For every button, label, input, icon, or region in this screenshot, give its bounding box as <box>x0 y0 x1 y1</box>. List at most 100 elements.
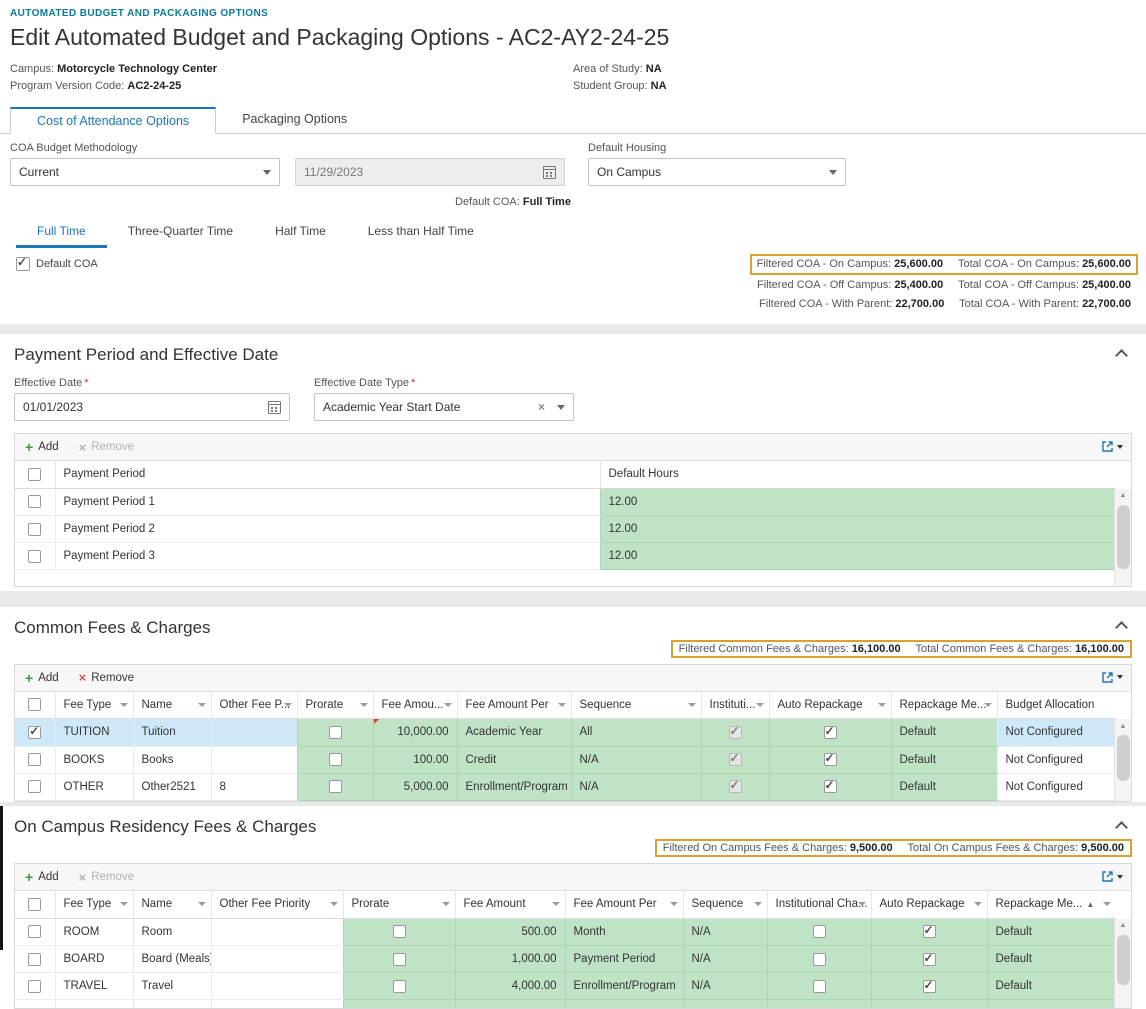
row-checkbox[interactable] <box>28 753 41 766</box>
column-menu-icon[interactable] <box>878 703 886 707</box>
sequence-cell[interactable]: N/A <box>683 919 767 946</box>
collapse-section-icon[interactable] <box>1115 621 1128 634</box>
fee-amount-per-cell[interactable]: Enrollment/Program <box>565 973 683 1000</box>
scrollbar-thumb[interactable] <box>1117 505 1130 569</box>
column-header-budget-allocation[interactable]: Budget Allocation <box>997 692 1116 719</box>
default-hours-cell[interactable]: 12.00 <box>600 516 1116 543</box>
row-checkbox[interactable] <box>28 925 41 938</box>
column-header-name[interactable]: Name <box>133 891 211 918</box>
default-hours-cell[interactable]: 12.00 <box>600 489 1116 516</box>
effective-date-type-select[interactable]: Academic Year Start Date × <box>314 393 574 421</box>
column-menu-icon[interactable] <box>754 902 762 906</box>
column-header-fee-amount-per[interactable]: Fee Amount Per <box>565 891 683 918</box>
row-checkbox[interactable] <box>28 726 41 739</box>
clear-icon[interactable]: × <box>538 400 545 414</box>
column-menu-icon[interactable] <box>198 703 206 707</box>
row-checkbox[interactable] <box>28 980 41 993</box>
column-menu-icon[interactable] <box>284 703 292 707</box>
column-menu-icon[interactable] <box>120 902 128 906</box>
prorate-checkbox[interactable] <box>393 925 406 938</box>
fee-amount-per-cell[interactable]: Credit <box>457 746 571 773</box>
auto-repackage-checkbox[interactable] <box>923 980 936 993</box>
row-checkbox[interactable] <box>28 495 41 508</box>
scrollbar-thumb[interactable] <box>1117 935 1130 985</box>
sequence-cell[interactable]: N/A <box>571 746 701 773</box>
column-header-other-fee-priority[interactable]: Other Fee Priority <box>211 891 343 918</box>
scroll-up-icon[interactable]: ▲ <box>1115 489 1131 503</box>
column-menu-icon[interactable] <box>198 902 206 906</box>
column-menu-icon[interactable] <box>360 703 368 707</box>
fee-amount-per-cell[interactable]: Month <box>565 919 683 946</box>
column-header-institutional[interactable]: Instituti... <box>701 692 769 719</box>
column-header-fee-type[interactable]: Fee Type <box>55 891 133 918</box>
column-menu-icon[interactable] <box>756 703 764 707</box>
column-header-default-hours[interactable]: Default Hours <box>600 461 1116 488</box>
budget-allocation-cell[interactable]: Not Configured <box>997 719 1116 746</box>
fee-amount-cell[interactable]: 100.00 <box>373 746 457 773</box>
column-menu-icon[interactable] <box>974 902 982 906</box>
vertical-scrollbar[interactable]: ▲ <box>1114 719 1131 801</box>
column-menu-icon[interactable] <box>670 902 678 906</box>
table-row[interactable]: Payment Period 3 12.00 <box>15 543 1116 570</box>
budget-allocation-cell[interactable]: Not Configured <box>997 773 1116 800</box>
table-row[interactable]: BOOKS Books 100.00 Credit N/A Default No… <box>15 746 1116 773</box>
column-header-auto-repackage[interactable]: Auto Repackage <box>769 692 891 719</box>
sequence-cell[interactable]: All <box>571 719 701 746</box>
auto-repackage-checkbox[interactable] <box>824 753 837 766</box>
select-all-checkbox[interactable] <box>28 898 41 911</box>
sequence-cell[interactable]: N/A <box>683 973 767 1000</box>
column-header-repackage-methodology[interactable]: Repackage Me...▲ <box>987 891 1116 918</box>
fee-amount-cell[interactable]: 5,000.00 <box>373 773 457 800</box>
column-header-fee-amount-per[interactable]: Fee Amount Per <box>457 692 571 719</box>
select-all-checkbox[interactable] <box>28 698 41 711</box>
prorate-checkbox[interactable] <box>329 726 342 739</box>
default-housing-select[interactable]: On Campus <box>588 158 846 186</box>
export-button[interactable] <box>1101 870 1123 883</box>
fee-amount-per-cell[interactable]: Academic Year <box>457 719 571 746</box>
prorate-checkbox[interactable] <box>393 980 406 993</box>
column-header-institutional[interactable]: Institutional Cha... <box>767 891 871 918</box>
tab-half-time[interactable]: Half Time <box>254 218 347 248</box>
repackage-methodology-cell[interactable]: Default <box>987 919 1116 946</box>
remove-button[interactable]: ×Remove <box>79 671 134 684</box>
repackage-methodology-cell[interactable]: Default <box>891 773 997 800</box>
vertical-scrollbar[interactable]: ▲ <box>1114 919 1131 1008</box>
repackage-methodology-cell[interactable]: Default <box>987 973 1116 1000</box>
repackage-methodology-cell[interactable]: Default <box>891 746 997 773</box>
prorate-checkbox[interactable] <box>329 753 342 766</box>
column-header-fee-amount[interactable]: Fee Amou... <box>373 692 457 719</box>
breadcrumb[interactable]: AUTOMATED BUDGET AND PACKAGING OPTIONS <box>0 6 1146 19</box>
add-button[interactable]: +Add <box>25 440 59 454</box>
checkbox-icon[interactable] <box>16 257 30 271</box>
row-checkbox[interactable] <box>28 953 41 966</box>
effective-date-input[interactable]: 01/01/2023 <box>14 393 290 421</box>
column-menu-icon[interactable] <box>552 902 560 906</box>
column-header-payment-period[interactable]: Payment Period <box>55 461 600 488</box>
column-header-sequence[interactable]: Sequence <box>683 891 767 918</box>
fee-amount-cell[interactable]: 4,000.00 <box>455 973 565 1000</box>
row-checkbox[interactable] <box>28 550 41 563</box>
vertical-scrollbar[interactable]: ▲ <box>1114 489 1131 586</box>
tab-three-quarter-time[interactable]: Three-Quarter Time <box>107 218 254 248</box>
column-header-prorate[interactable]: Prorate <box>343 891 455 918</box>
tab-full-time[interactable]: Full Time <box>16 218 107 248</box>
row-checkbox[interactable] <box>28 523 41 536</box>
institutional-checkbox[interactable] <box>813 953 826 966</box>
column-header-other-fee-priority[interactable]: Other Fee P... <box>211 692 297 719</box>
export-button[interactable] <box>1101 440 1123 453</box>
fee-amount-per-cell[interactable]: Enrollment/Program <box>457 773 571 800</box>
column-header-fee-type[interactable]: Fee Type <box>55 692 133 719</box>
column-menu-icon[interactable] <box>558 703 566 707</box>
column-header-fee-amount[interactable]: Fee Amount <box>455 891 565 918</box>
fee-amount-cell[interactable]: 500.00 <box>455 919 565 946</box>
tab-less-than-half-time[interactable]: Less than Half Time <box>347 218 495 248</box>
column-menu-icon[interactable] <box>688 703 696 707</box>
prorate-checkbox[interactable] <box>329 780 342 793</box>
default-coa-checkbox[interactable]: Default COA <box>16 257 98 271</box>
column-menu-icon[interactable] <box>1103 902 1111 906</box>
row-checkbox[interactable] <box>28 780 41 793</box>
column-header-name[interactable]: Name <box>133 692 211 719</box>
add-button[interactable]: +Add <box>25 671 59 685</box>
fee-amount-cell[interactable]: 10,000.00 <box>373 719 457 746</box>
repackage-methodology-cell[interactable]: Default <box>891 719 997 746</box>
